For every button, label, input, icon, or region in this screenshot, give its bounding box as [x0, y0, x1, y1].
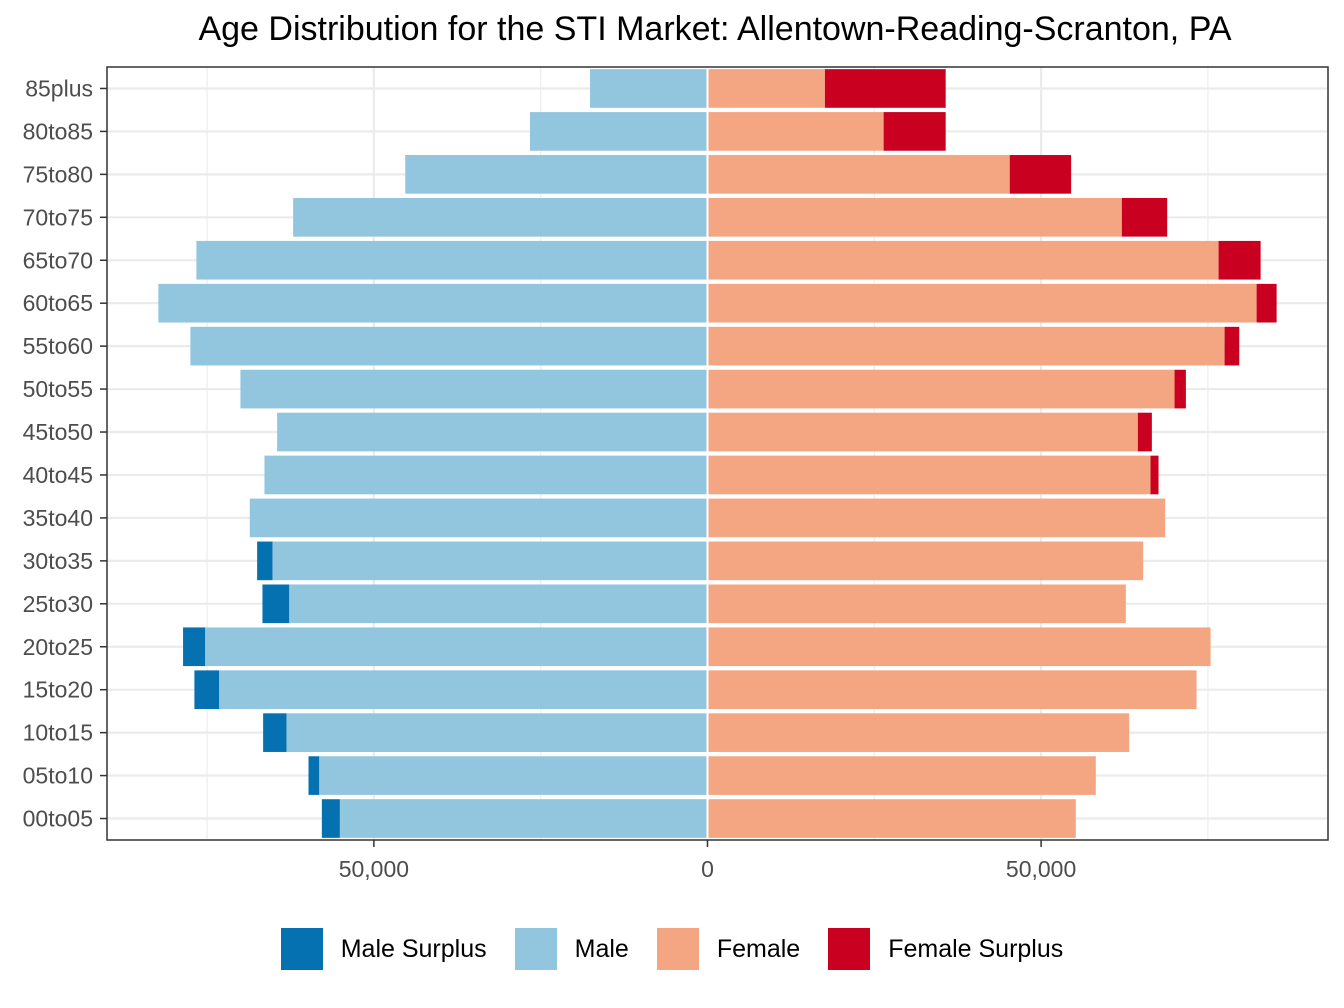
bar-male-surplus	[321, 799, 340, 838]
bar-male-surplus	[194, 670, 220, 710]
y-axis: 00to05 05to10 10to15 15to20 20to25 25to30 30to…	[23, 75, 107, 832]
bar-female-surplus	[1174, 369, 1186, 409]
x-tick-label: 50,000	[339, 856, 409, 882]
legend-label: Female	[716, 934, 801, 963]
bar-female-surplus	[1150, 455, 1159, 495]
bar-female	[707, 369, 1175, 409]
legend-label: Male Surplus	[340, 934, 487, 963]
bar-male	[158, 283, 708, 323]
y-tick-label: 10to15	[23, 720, 93, 746]
y-tick-label: 55to60	[23, 333, 93, 359]
bar-male-surplus	[308, 756, 320, 795]
bar-male	[272, 541, 708, 581]
bar-female-surplus	[883, 112, 946, 151]
legend-item: Female	[656, 928, 801, 970]
bar-male	[190, 326, 708, 366]
y-tick-label: 25to30	[23, 591, 93, 617]
bar-female	[707, 283, 1257, 323]
bar-female	[707, 412, 1138, 452]
bar-female	[707, 713, 1130, 752]
legend-item: Female Surplus	[828, 928, 1063, 970]
legend: Male Surplus Male Female Female Surplus	[0, 928, 1344, 970]
bar-male	[205, 627, 708, 667]
x-axis: 50,000 0 50,000	[339, 840, 1076, 882]
legend-item: Male	[514, 928, 629, 970]
bar-male	[405, 155, 708, 194]
bar-female	[707, 541, 1144, 581]
bar-male	[264, 455, 708, 495]
bar-female	[707, 498, 1166, 538]
bar-female	[707, 670, 1197, 710]
y-tick-label: 65to70	[23, 247, 93, 273]
bar-female	[707, 756, 1096, 795]
bar-male	[240, 369, 708, 409]
bar-male	[286, 713, 708, 752]
chart-title: Age Distribution for the STI Market: All…	[198, 10, 1232, 48]
bar-female	[707, 326, 1225, 366]
y-tick-label: 85plus	[25, 75, 93, 101]
bar-male	[339, 799, 708, 838]
panel-border	[106, 66, 1329, 841]
bar-female	[707, 240, 1219, 280]
legend-label: Female Surplus	[888, 934, 1064, 963]
y-tick-label: 80to85	[23, 118, 93, 144]
legend-swatch	[280, 928, 323, 970]
bar-male	[249, 498, 708, 538]
bar-female	[707, 155, 1010, 194]
bar-male	[319, 756, 708, 795]
bar-female	[707, 197, 1122, 237]
legend-label: Male	[574, 934, 629, 963]
legend-item: Male Surplus	[280, 928, 487, 970]
bar-female	[707, 584, 1126, 624]
bar-female	[707, 799, 1076, 838]
bar-female-surplus	[1218, 240, 1261, 280]
bar-male	[277, 412, 708, 452]
y-tick-label: 00to05	[23, 806, 93, 832]
y-tick-label: 35to40	[23, 505, 93, 531]
bar-female	[707, 627, 1211, 667]
bar-male	[590, 69, 708, 108]
bar-female-surplus	[1256, 283, 1277, 323]
bar-male-surplus	[183, 627, 206, 667]
y-tick-label: 40to45	[23, 462, 93, 488]
y-tick-label: 50to55	[23, 376, 93, 402]
bar-male	[289, 584, 708, 624]
bar-female-surplus	[1137, 412, 1152, 452]
y-tick-label: 45to50	[23, 419, 93, 445]
bar-male-surplus	[263, 713, 287, 752]
x-tick-label: 50,000	[1006, 856, 1076, 882]
y-tick-label: 15to20	[23, 677, 93, 703]
y-tick-label: 05to10	[23, 763, 93, 789]
y-tick-label: 70to75	[23, 204, 93, 230]
bar-male-surplus	[257, 541, 273, 581]
legend-swatch	[514, 928, 557, 970]
bar-female-surplus	[824, 69, 946, 108]
legend-swatch	[828, 928, 871, 970]
y-tick-label: 30to35	[23, 548, 93, 574]
bar-female-surplus	[1009, 155, 1072, 194]
y-tick-label: 60to65	[23, 290, 93, 316]
y-tick-label: 75to80	[23, 161, 93, 187]
bar-male-surplus	[262, 584, 290, 624]
bar-male	[219, 670, 708, 710]
bar-female	[707, 112, 884, 151]
bar-female-surplus	[1121, 197, 1168, 237]
bar-female	[707, 455, 1151, 495]
y-tick-label: 20to25	[23, 634, 93, 660]
bars	[158, 67, 1277, 840]
legend-swatch	[656, 928, 699, 970]
population-pyramid-chart: 00to05 05to10 10to15 15to20 20to25 25to30 30to…	[23, 66, 1329, 882]
bar-male	[293, 197, 708, 237]
bar-female-surplus	[1224, 326, 1240, 366]
bar-male	[196, 240, 708, 280]
panel-background	[107, 67, 1328, 840]
bar-female	[707, 69, 825, 108]
bar-male	[530, 112, 708, 151]
x-tick-label: 0	[701, 856, 714, 882]
